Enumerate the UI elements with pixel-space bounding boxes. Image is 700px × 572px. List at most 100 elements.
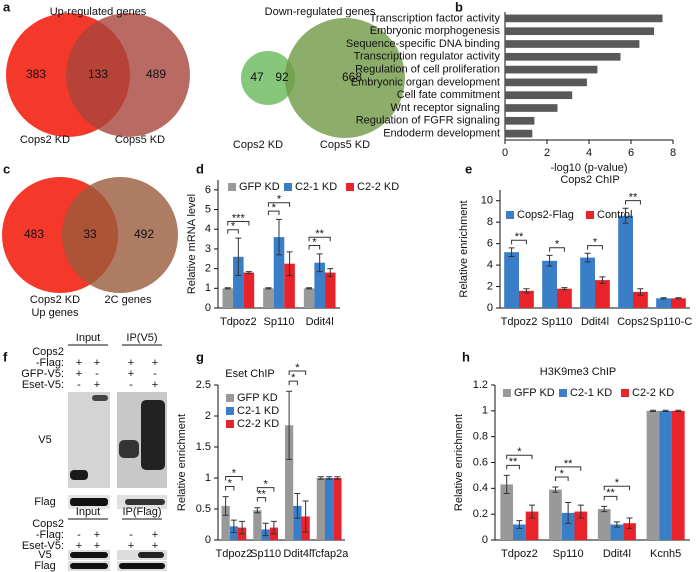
category-label: Embryonic morphogenesis	[370, 25, 501, 37]
x-tick-label: Sp110	[264, 316, 295, 328]
venn-count: 92	[275, 70, 289, 84]
legend-label: C2-1 KD	[295, 181, 337, 193]
error-bar	[245, 271, 252, 275]
sign: +	[128, 540, 134, 552]
venn-label: Up genes	[31, 307, 79, 319]
bar	[324, 478, 334, 540]
bar	[263, 288, 274, 308]
significance-bracket	[267, 210, 280, 216]
error-bar	[302, 500, 309, 533]
y-tick-label: 4	[487, 259, 493, 271]
error-bar	[262, 522, 269, 537]
blot-images	[68, 392, 167, 571]
x-tick-label: Sp110	[542, 316, 573, 328]
error-bar	[316, 253, 323, 273]
bar	[284, 425, 294, 540]
significance-label: *	[272, 202, 277, 214]
sign: +	[94, 357, 100, 369]
bar	[597, 509, 611, 540]
significance-label: **	[257, 489, 266, 501]
bar	[229, 526, 239, 540]
significance-label: *	[560, 468, 565, 480]
venn-count: 33	[83, 227, 97, 241]
bar	[504, 252, 519, 308]
error-bar	[565, 502, 572, 524]
error-bar	[230, 519, 237, 534]
significance-bracket	[603, 495, 618, 501]
y-tick-label: 1	[205, 282, 211, 294]
bar	[671, 298, 686, 308]
legend-label: C2-1 KD	[237, 405, 279, 417]
venn-circle	[285, 18, 405, 138]
bar	[623, 523, 636, 540]
venn-count: 483	[24, 227, 44, 241]
band	[70, 563, 108, 569]
panel-label: a	[3, 0, 11, 14]
significance-label: *	[555, 239, 560, 251]
significance-bracket	[625, 200, 641, 205]
error-bar	[222, 496, 229, 516]
venn-count: 133	[88, 67, 108, 81]
error-bar	[552, 486, 559, 493]
panel-label: h	[462, 349, 470, 364]
venn-count: 668	[342, 70, 362, 84]
legend-label: C2-2 KD	[237, 418, 279, 430]
significance-label: **	[509, 456, 518, 468]
group-label: IP(Flag)	[122, 506, 161, 518]
bar	[505, 78, 587, 87]
x-tick-label: 4	[586, 147, 592, 159]
row-label: Cops2	[32, 518, 64, 530]
bar	[303, 288, 315, 308]
row-label: -Flag:	[36, 529, 64, 541]
row-label: GFP-V5:	[21, 368, 64, 380]
legend-label: C2-2 KD	[357, 181, 399, 193]
sign: +	[94, 540, 100, 552]
error-bar	[334, 476, 341, 480]
y-tick-label: 4	[205, 223, 211, 235]
venn-count: 492	[134, 227, 154, 241]
legend-label: C2-1 KD	[570, 387, 612, 399]
significance-bracket	[554, 466, 582, 471]
venn-count: 47	[250, 70, 264, 84]
error-bar	[529, 504, 536, 519]
venn-count: 489	[146, 67, 166, 81]
group-label: Input	[76, 332, 100, 344]
sign: +	[76, 368, 82, 380]
y-axis-label: Relative mRNA level	[186, 194, 198, 294]
error-bar	[503, 474, 510, 494]
bar	[293, 505, 302, 540]
x-tick-label: 8	[670, 147, 676, 159]
venn-title: Down-regulated genes	[265, 6, 376, 18]
venn-label: Cops2 KD	[233, 139, 283, 151]
band-label: V5	[38, 434, 51, 446]
band-label: Flag	[34, 496, 55, 508]
x-tick-label: Cops2	[617, 316, 649, 328]
y-tick-label: 1.5	[196, 441, 211, 453]
bar	[542, 260, 557, 308]
bar	[519, 290, 534, 308]
bar	[610, 524, 624, 540]
panel-label: d	[196, 161, 204, 176]
bar	[221, 505, 230, 540]
y-tick-label: 0.4	[473, 482, 488, 494]
category-label: Cell fate commitment	[397, 89, 500, 101]
venn-label: Cops2 KD	[30, 294, 80, 306]
error-bar	[660, 297, 667, 300]
bar	[549, 489, 562, 540]
venn-label: Cops5 KD	[115, 134, 165, 146]
x-tick-label: Ddit4l	[603, 548, 631, 560]
row-label: Eset-V5:	[22, 540, 64, 552]
panel-label: c	[3, 161, 10, 176]
sign: +	[152, 379, 158, 391]
panel-label: f	[3, 349, 8, 364]
error-bar	[675, 409, 682, 412]
error-bar	[584, 252, 591, 263]
error-bar	[675, 297, 682, 300]
bar	[233, 256, 244, 308]
error-bar	[561, 287, 568, 291]
chart-title: Eset ChIP	[225, 368, 275, 380]
significance-label: *	[231, 221, 236, 233]
category-label: Transcription regulator activity	[354, 51, 501, 63]
category-label: Regulation of cell proliferation	[355, 64, 500, 76]
significance-bracket	[227, 220, 250, 226]
